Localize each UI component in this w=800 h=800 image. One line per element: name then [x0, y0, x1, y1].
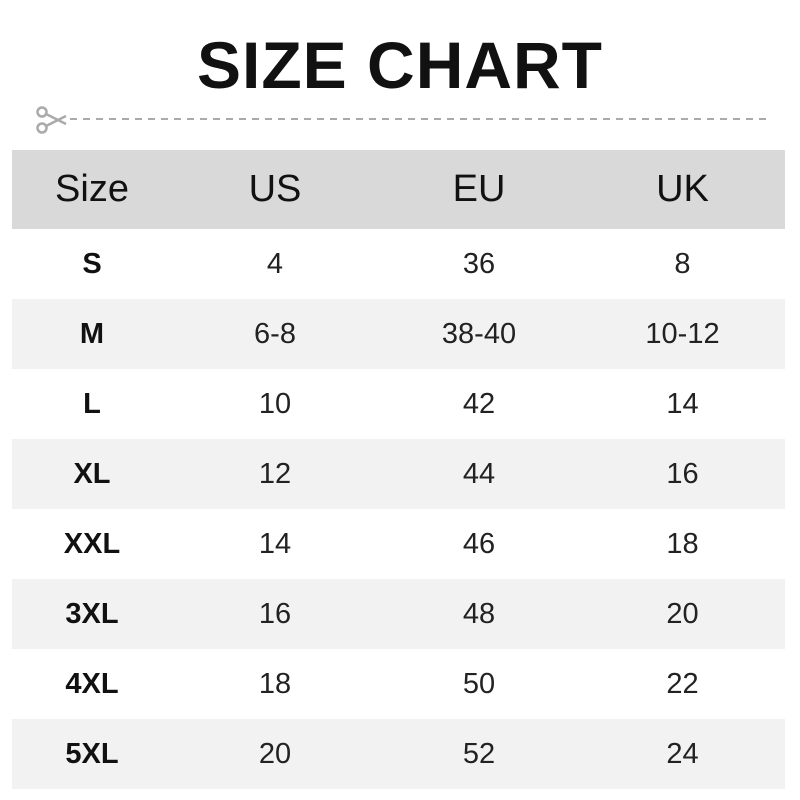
size-table: Size US EU UK S 4 36 8 M 6-8 38-40 10-12 L 10 42 14… — [12, 150, 785, 789]
cell-uk: 18 — [666, 527, 699, 560]
table-row: 4XL 18 50 22 — [12, 649, 785, 719]
page-title: SIZE CHART — [197, 28, 603, 102]
cell-size: XXL — [63, 527, 121, 560]
table-row: XXL 14 46 18 — [12, 509, 785, 579]
cell-size: XL — [73, 457, 111, 490]
cell-uk: 24 — [666, 737, 699, 770]
cell-us: 10 — [258, 387, 292, 420]
header-size: Size — [55, 168, 129, 210]
cell-size: S — [82, 247, 102, 280]
cell-eu: 36 — [462, 247, 496, 280]
cell-size: L — [83, 387, 101, 420]
table-row: S 4 36 8 — [12, 229, 785, 299]
cell-eu: 42 — [462, 387, 496, 420]
cell-uk: 14 — [666, 387, 699, 420]
header-eu: EU — [452, 168, 506, 210]
cell-us: 6-8 — [254, 317, 296, 350]
cell-eu: 38-40 — [441, 317, 517, 350]
cell-size: 5XL — [65, 737, 119, 770]
cell-eu: 46 — [462, 527, 496, 560]
cell-uk: 10-12 — [645, 317, 720, 350]
header-us: US — [248, 168, 302, 210]
table-header-row: Size US EU UK — [12, 150, 785, 229]
cell-uk: 8 — [674, 247, 691, 280]
cell-size: 3XL — [65, 597, 119, 630]
table-row: M 6-8 38-40 10-12 — [12, 299, 785, 369]
cell-us: 20 — [258, 737, 292, 770]
cell-us: 14 — [258, 527, 292, 560]
cell-eu: 48 — [462, 597, 496, 630]
cell-us: 18 — [258, 667, 292, 700]
cell-us: 12 — [258, 457, 292, 490]
cell-us: 16 — [258, 597, 292, 630]
cell-size: 4XL — [65, 667, 119, 700]
cell-uk: 22 — [666, 667, 699, 700]
cell-size: M — [79, 317, 105, 350]
cut-line — [36, 106, 766, 134]
cell-eu: 50 — [462, 667, 496, 700]
cell-eu: 52 — [462, 737, 496, 770]
cell-eu: 44 — [462, 457, 496, 490]
table-row: 3XL 16 48 20 — [12, 579, 785, 649]
table-row: L 10 42 14 — [12, 369, 785, 439]
header-uk: UK — [656, 168, 709, 210]
table-row: 5XL 20 52 24 — [12, 719, 785, 789]
cell-us: 4 — [266, 247, 284, 280]
table-row: XL 12 44 16 — [12, 439, 785, 509]
scissors-icon — [36, 106, 67, 134]
cell-uk: 16 — [666, 457, 699, 490]
cell-uk: 20 — [666, 597, 699, 630]
